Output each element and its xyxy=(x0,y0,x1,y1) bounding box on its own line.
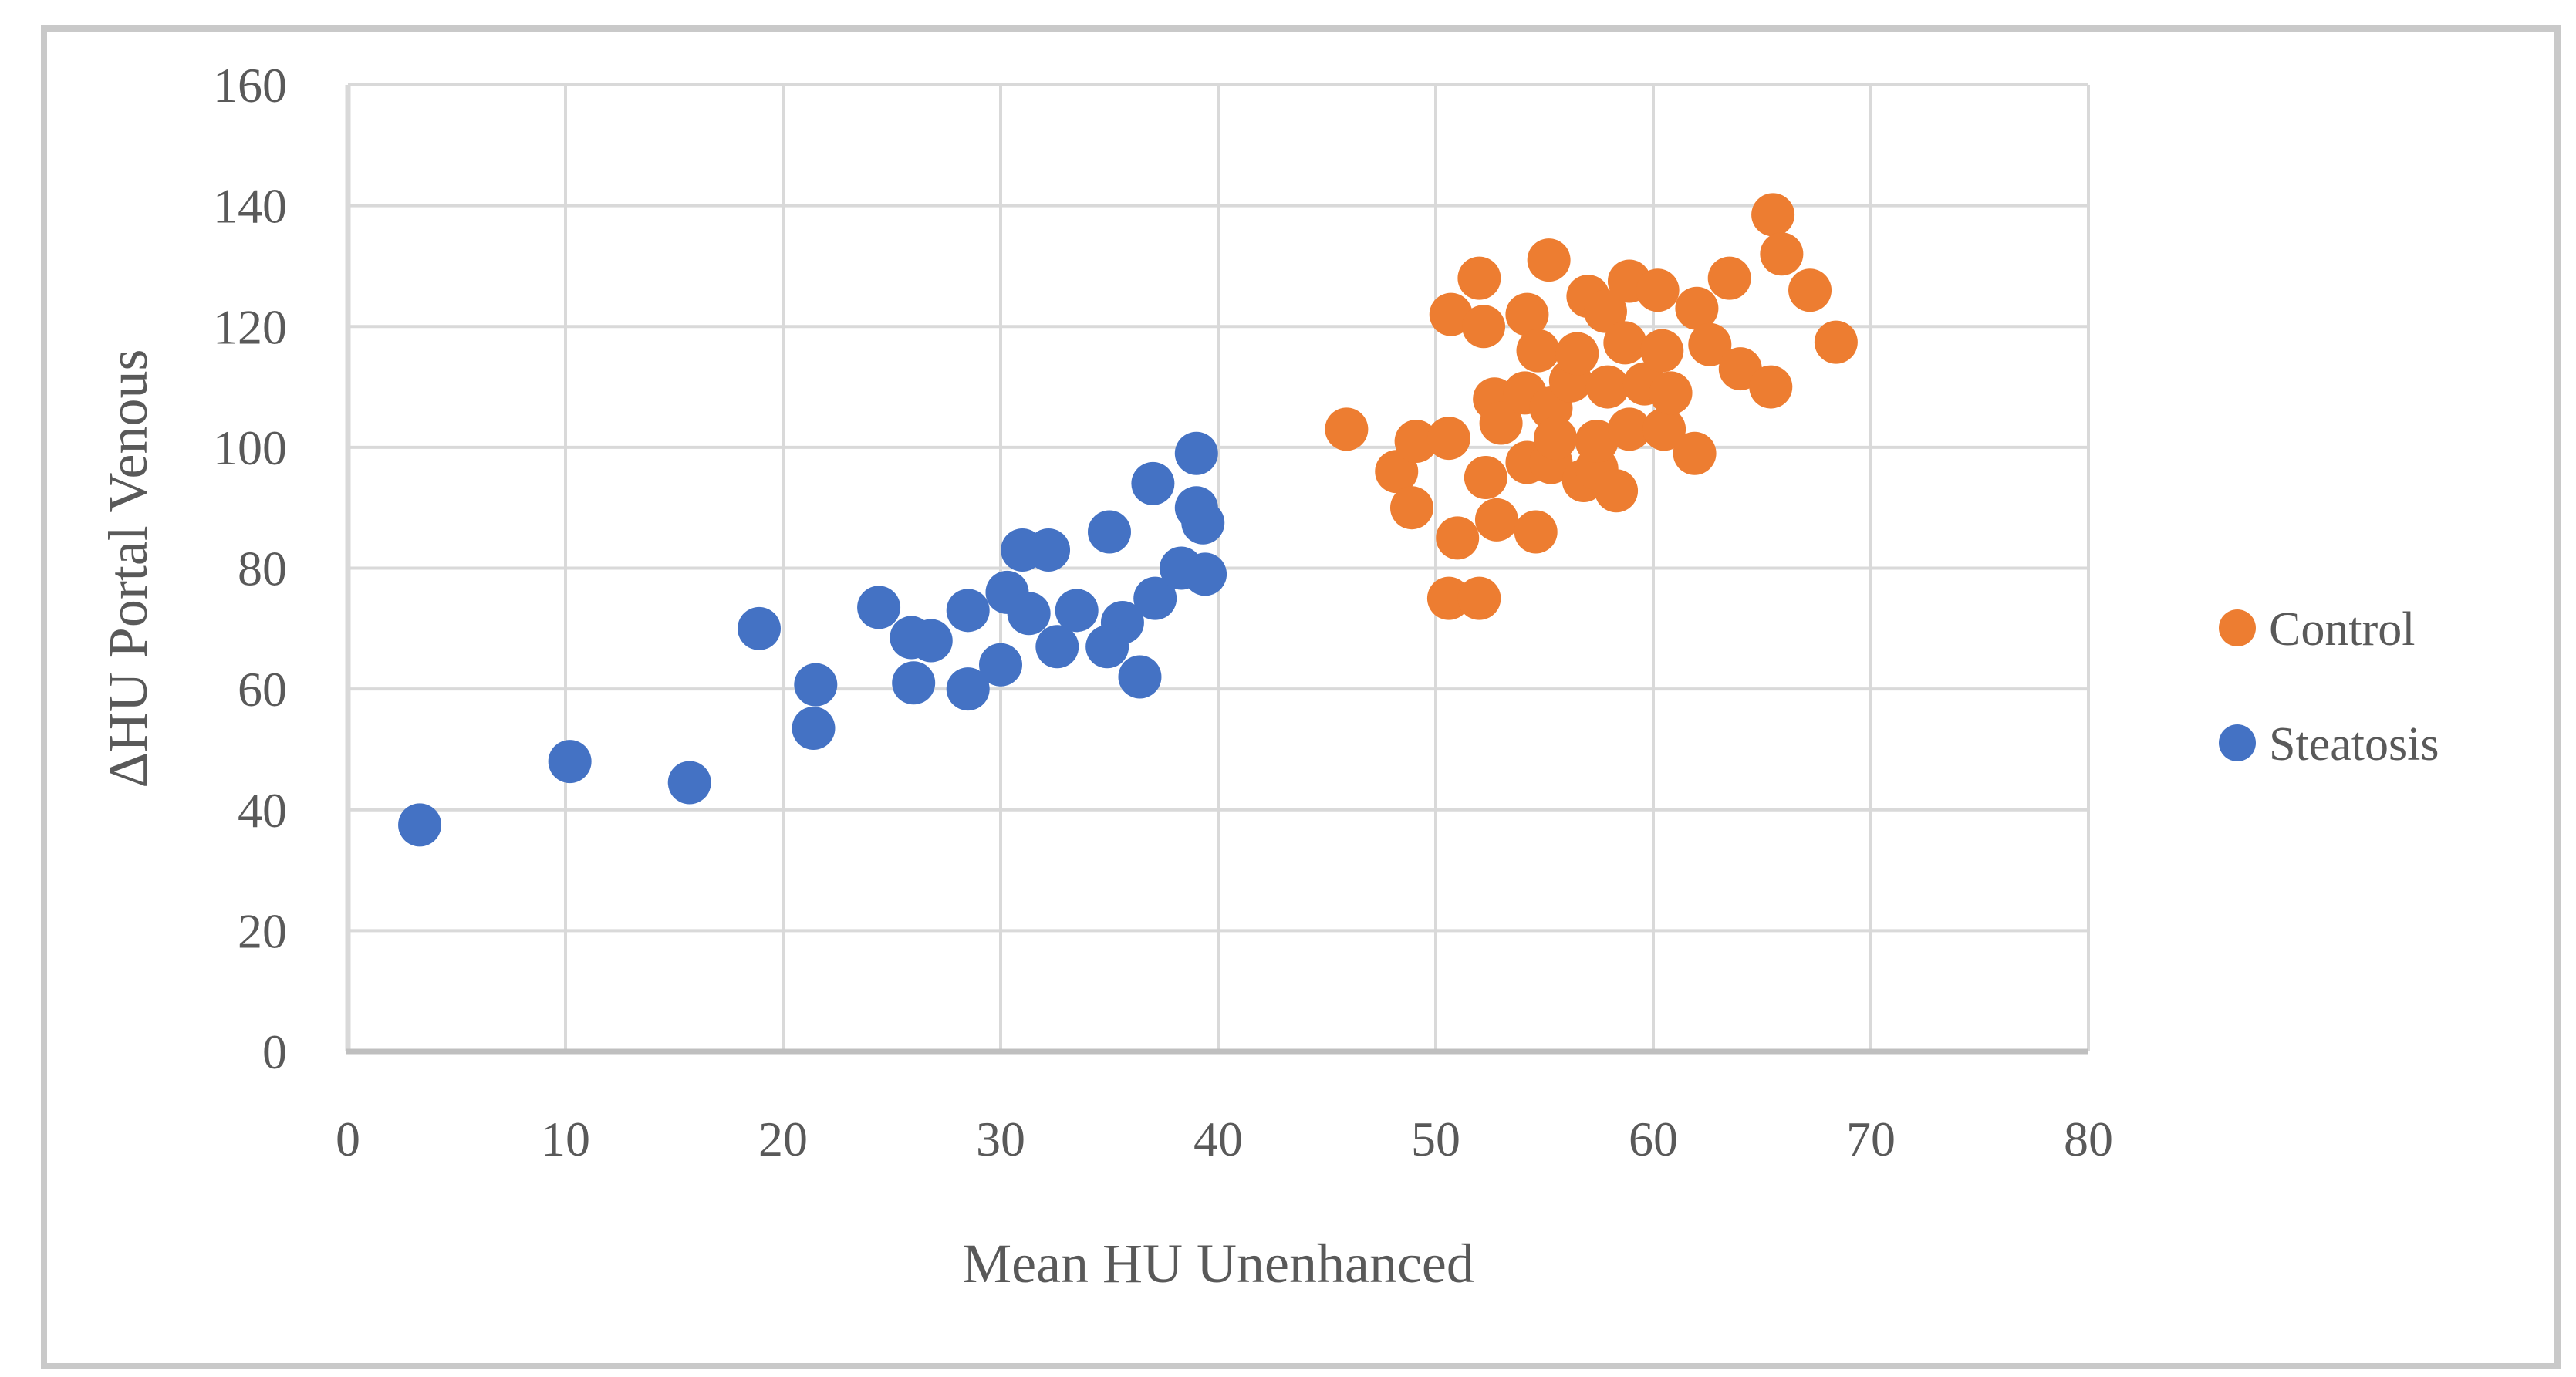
data-point-control xyxy=(1534,417,1578,461)
data-point-steatosis xyxy=(1035,625,1079,669)
data-point-control xyxy=(1474,498,1518,542)
gridlines xyxy=(348,83,2090,1051)
data-point-control xyxy=(1505,292,1549,336)
data-point-control xyxy=(1426,417,1470,461)
data-point-control xyxy=(1749,365,1793,409)
x-axis-tick-labels: 0 10 20 30 40 50 60 70 80 xyxy=(336,1112,2113,1166)
data-point-control xyxy=(1707,256,1751,300)
y-tick-label: 0 xyxy=(262,1024,287,1079)
data-point-steatosis xyxy=(1133,576,1177,620)
data-point-control xyxy=(1514,510,1558,554)
data-point-control xyxy=(1603,321,1647,365)
data-point-steatosis xyxy=(1174,431,1218,475)
data-point-control xyxy=(1394,420,1438,464)
data-point-control xyxy=(1457,576,1501,620)
y-tick-label: 100 xyxy=(213,420,287,475)
data-point-steatosis xyxy=(909,619,953,663)
data-point-control xyxy=(1585,365,1629,409)
x-axis-title: Mean HU Unenhanced xyxy=(962,1233,1474,1294)
data-point-steatosis xyxy=(1055,589,1099,633)
x-tick-label: 50 xyxy=(1411,1112,1460,1166)
data-point-steatosis xyxy=(979,643,1022,687)
axis-lines xyxy=(345,85,2088,1055)
data-point-control xyxy=(1479,401,1523,445)
data-point-control xyxy=(1457,256,1501,300)
legend-marker-steatosis xyxy=(2219,724,2256,761)
y-tick-label: 160 xyxy=(213,58,287,113)
data-point-steatosis xyxy=(857,586,901,629)
data-point-control xyxy=(1649,371,1693,415)
data-point-steatosis xyxy=(1181,501,1225,545)
data-point-control xyxy=(1636,268,1680,312)
y-tick-label: 60 xyxy=(238,662,287,717)
y-tick-label: 140 xyxy=(213,179,287,234)
y-tick-label: 80 xyxy=(238,542,287,596)
data-point-control xyxy=(1760,232,1804,276)
x-tick-label: 60 xyxy=(1629,1112,1678,1166)
data-point-steatosis xyxy=(946,589,990,633)
data-point-steatosis xyxy=(1118,655,1162,699)
data-point-steatosis xyxy=(792,707,836,751)
data-point-steatosis xyxy=(892,661,936,705)
data-point-steatosis xyxy=(1007,592,1051,636)
series-steatosis-points xyxy=(398,431,1227,847)
data-point-control xyxy=(1426,576,1470,620)
x-tick-label: 80 xyxy=(2064,1112,2113,1166)
y-axis-tick-labels: 0 20 40 60 80 100 120 140 160 xyxy=(213,58,287,1079)
data-point-control xyxy=(1688,322,1732,366)
data-point-steatosis xyxy=(1088,510,1131,554)
data-point-control xyxy=(1516,329,1560,373)
data-point-steatosis xyxy=(667,761,711,805)
x-tick-label: 40 xyxy=(1193,1112,1243,1166)
data-point-control xyxy=(1429,292,1473,336)
data-point-control xyxy=(1814,320,1858,364)
y-axis-title: ΔHU Portal Venous xyxy=(97,349,159,788)
data-point-control xyxy=(1462,305,1506,349)
series-control-points xyxy=(1325,193,1858,620)
data-point-control xyxy=(1325,407,1369,451)
data-point-steatosis xyxy=(1131,461,1175,505)
data-point-control xyxy=(1583,289,1627,333)
data-point-steatosis xyxy=(548,740,592,784)
data-point-steatosis xyxy=(946,667,990,711)
data-point-control xyxy=(1575,420,1619,464)
figure-border xyxy=(41,25,2561,1369)
x-tick-label: 30 xyxy=(976,1112,1025,1166)
x-tick-label: 10 xyxy=(541,1112,590,1166)
data-point-steatosis xyxy=(398,803,442,847)
data-point-control xyxy=(1436,516,1480,560)
data-point-steatosis xyxy=(1183,552,1227,596)
y-tick-label: 40 xyxy=(238,783,287,838)
data-point-control xyxy=(1640,329,1684,373)
data-point-control xyxy=(1607,407,1651,451)
x-tick-label: 70 xyxy=(1846,1112,1896,1166)
legend-marker-control xyxy=(2219,609,2256,646)
legend-label-steatosis: Steatosis xyxy=(2269,718,2439,771)
data-point-steatosis xyxy=(737,606,781,650)
data-point-control xyxy=(1788,268,1832,312)
data-point-control xyxy=(1595,469,1639,513)
data-point-steatosis xyxy=(794,663,838,707)
data-point-control xyxy=(1464,456,1507,500)
data-point-control xyxy=(1673,431,1717,475)
x-tick-label: 0 xyxy=(336,1112,360,1166)
legend: Control Steatosis xyxy=(2219,603,2439,771)
y-tick-label: 120 xyxy=(213,299,287,354)
data-point-control xyxy=(1389,486,1433,530)
legend-label-control: Control xyxy=(2269,603,2415,656)
data-point-control xyxy=(1675,286,1719,330)
data-point-steatosis xyxy=(1027,528,1071,572)
y-tick-label: 20 xyxy=(238,903,287,958)
x-tick-label: 20 xyxy=(758,1112,808,1166)
data-point-steatosis xyxy=(1085,625,1129,669)
data-point-control xyxy=(1555,332,1599,376)
data-point-control xyxy=(1527,238,1571,282)
data-point-control xyxy=(1642,407,1686,451)
data-point-control xyxy=(1751,193,1795,237)
